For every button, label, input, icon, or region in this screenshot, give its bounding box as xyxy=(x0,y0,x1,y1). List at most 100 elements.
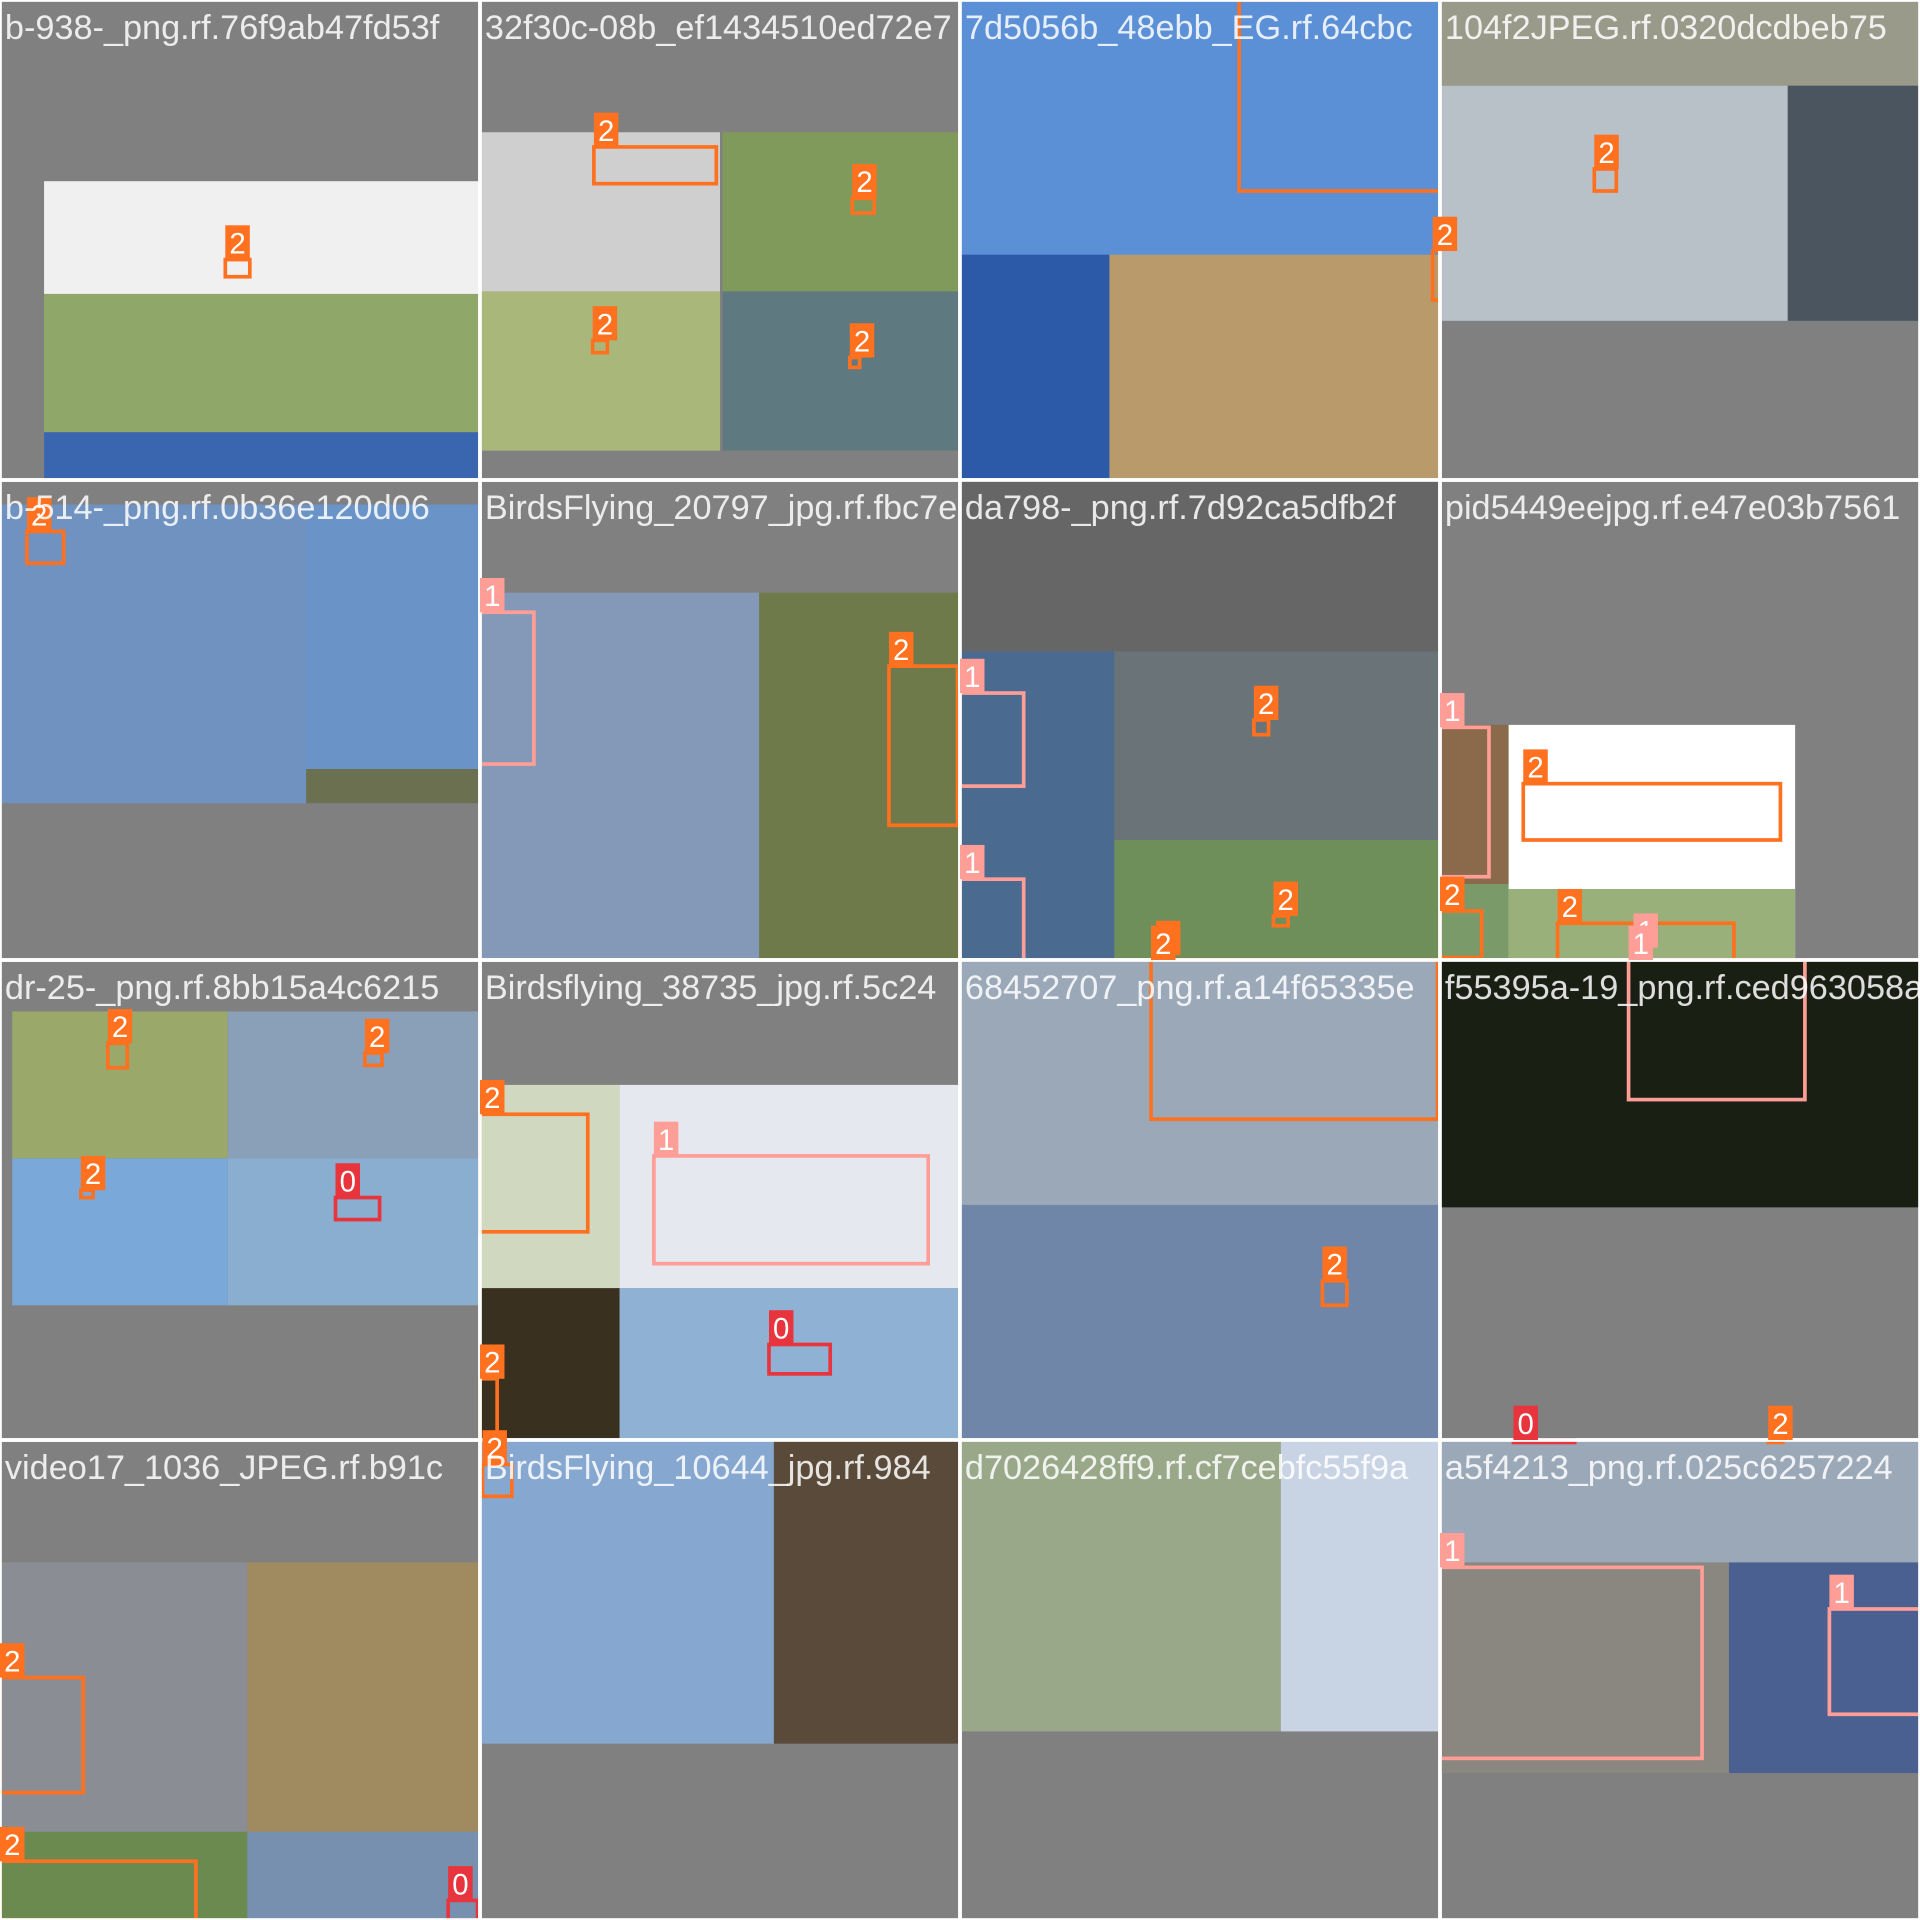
box-label-bg xyxy=(1273,881,1298,916)
box-label-bg xyxy=(1440,876,1465,912)
tile-filename: BirdsFlying_20797_jpg.rf.fbc7e xyxy=(485,489,957,527)
image-region xyxy=(1114,651,1440,840)
image-region xyxy=(1440,724,1509,885)
tile xyxy=(958,478,1442,962)
box-label-bg xyxy=(480,1344,505,1379)
tile-filename: video17_1036_JPEG.rf.b91c xyxy=(5,1449,443,1487)
image-region xyxy=(480,1440,774,1744)
tile-filename: 68452707_png.rf.a14f65335e xyxy=(965,969,1415,1007)
image-region xyxy=(0,504,307,804)
image-region xyxy=(1440,85,1788,321)
image-region xyxy=(1728,1562,1920,1774)
bounding-box xyxy=(1521,781,1783,842)
box-label: 1 xyxy=(964,847,980,880)
box-label-bg xyxy=(335,1163,360,1198)
box-label-bg xyxy=(0,1826,25,1862)
box-label-bg xyxy=(1440,693,1465,728)
tile xyxy=(958,0,1442,482)
bounding-box xyxy=(767,1342,833,1376)
image-region xyxy=(1280,1440,1440,1732)
image-region xyxy=(960,1440,1281,1732)
box-label: 2 xyxy=(1562,891,1578,924)
image-region xyxy=(722,132,960,292)
image-region xyxy=(480,1084,620,1289)
box-label: 2 xyxy=(1437,219,1453,252)
box-label-bg xyxy=(1322,1246,1347,1281)
bounding-box xyxy=(363,1051,384,1068)
bounding-box xyxy=(887,664,960,828)
box-label-bg xyxy=(480,1080,505,1115)
tile-filename: 104f2JPEG.rf.0320dcdbeb75 xyxy=(1445,9,1887,47)
box-label: 2 xyxy=(229,227,245,260)
image-region xyxy=(306,504,480,804)
image-region xyxy=(1440,1440,1920,1563)
image-region xyxy=(1440,0,1920,86)
box-label: 2 xyxy=(1243,0,1259,1)
box-label-bg xyxy=(1594,134,1619,169)
image-region xyxy=(44,432,480,480)
tile-filename: a5f4213_png.rf.025c6257224 xyxy=(1445,1449,1893,1487)
box-label: 1 xyxy=(1833,1577,1849,1610)
box-label-bg xyxy=(1151,925,1176,960)
tile-filename: dr-25-_png.rf.8bb15a4c6215 xyxy=(5,969,439,1007)
tile xyxy=(1438,0,1920,482)
tile xyxy=(478,0,962,482)
box-label: 2 xyxy=(369,1021,385,1054)
image-region xyxy=(1440,1562,1729,1774)
tile-filename: Birdsflying_38735_jpg.rf.5c24 xyxy=(485,969,936,1007)
box-label-bg xyxy=(1432,216,1458,252)
image-region xyxy=(44,181,480,294)
tile-filename: 7d5056b_48ebb_EG.rf.64cbc xyxy=(965,9,1413,47)
box-label: 2 xyxy=(31,499,47,532)
box-label-bg xyxy=(960,844,985,880)
image-region xyxy=(960,480,1440,652)
box-label-bg xyxy=(592,306,618,341)
image-region xyxy=(247,1831,480,1920)
image-region xyxy=(306,768,480,804)
bounding-box xyxy=(1827,1607,1920,1717)
tile-filename: b-514-_png.rf.0b36e120d06 xyxy=(5,489,430,527)
box-label-bg xyxy=(364,1018,390,1054)
image-region xyxy=(619,1084,960,1289)
bounding-box xyxy=(652,1154,930,1266)
box-label-bg xyxy=(107,1008,133,1044)
image-region xyxy=(247,1562,480,1832)
image-region xyxy=(1440,960,1920,1208)
box-label-bg xyxy=(1440,1533,1465,1568)
box-label: 2 xyxy=(1772,1408,1788,1441)
box-label: 2 xyxy=(484,1347,500,1380)
box-label: 2 xyxy=(597,308,613,341)
box-label-bg xyxy=(1253,685,1279,720)
box-label: 2 xyxy=(4,1829,20,1862)
image-region xyxy=(773,1440,960,1744)
box-label: 0 xyxy=(340,1165,356,1198)
box-label: 0 xyxy=(452,1868,468,1901)
image-region xyxy=(960,960,1440,1205)
box-label: 1 xyxy=(1444,1535,1460,1568)
image-region xyxy=(1109,254,1440,480)
tile xyxy=(478,1438,962,1920)
box-label-bg xyxy=(653,1121,679,1156)
image-region xyxy=(227,1011,480,1159)
box-label: 2 xyxy=(893,634,909,667)
box-label: 2 xyxy=(1327,1249,1343,1282)
box-label: 1 xyxy=(1444,695,1460,728)
box-label-bg xyxy=(482,1430,507,1465)
box-label-bg xyxy=(852,164,877,199)
box-label: 2 xyxy=(854,325,870,358)
box-label-bg xyxy=(1829,1574,1854,1609)
tile-filename: 32f30c-08b_ef1434510ed72e7 xyxy=(485,9,952,47)
tile-filename: BirdsFlying_10644_jpg.rf.984 xyxy=(485,1449,931,1487)
box-label: 2 xyxy=(1527,752,1543,785)
box-label: 2 xyxy=(4,1645,20,1678)
tile-filename: d7026428ff9.rf.cf7cebfc55f9a xyxy=(965,1449,1409,1487)
image-region xyxy=(0,1831,248,1920)
box-label-bg xyxy=(26,497,52,532)
box-label: 2 xyxy=(1258,688,1274,721)
box-label: 0 xyxy=(1518,1408,1534,1441)
box-label-bg xyxy=(849,323,875,358)
tile-border xyxy=(1438,1438,1920,1920)
box-label-bg xyxy=(480,577,505,613)
